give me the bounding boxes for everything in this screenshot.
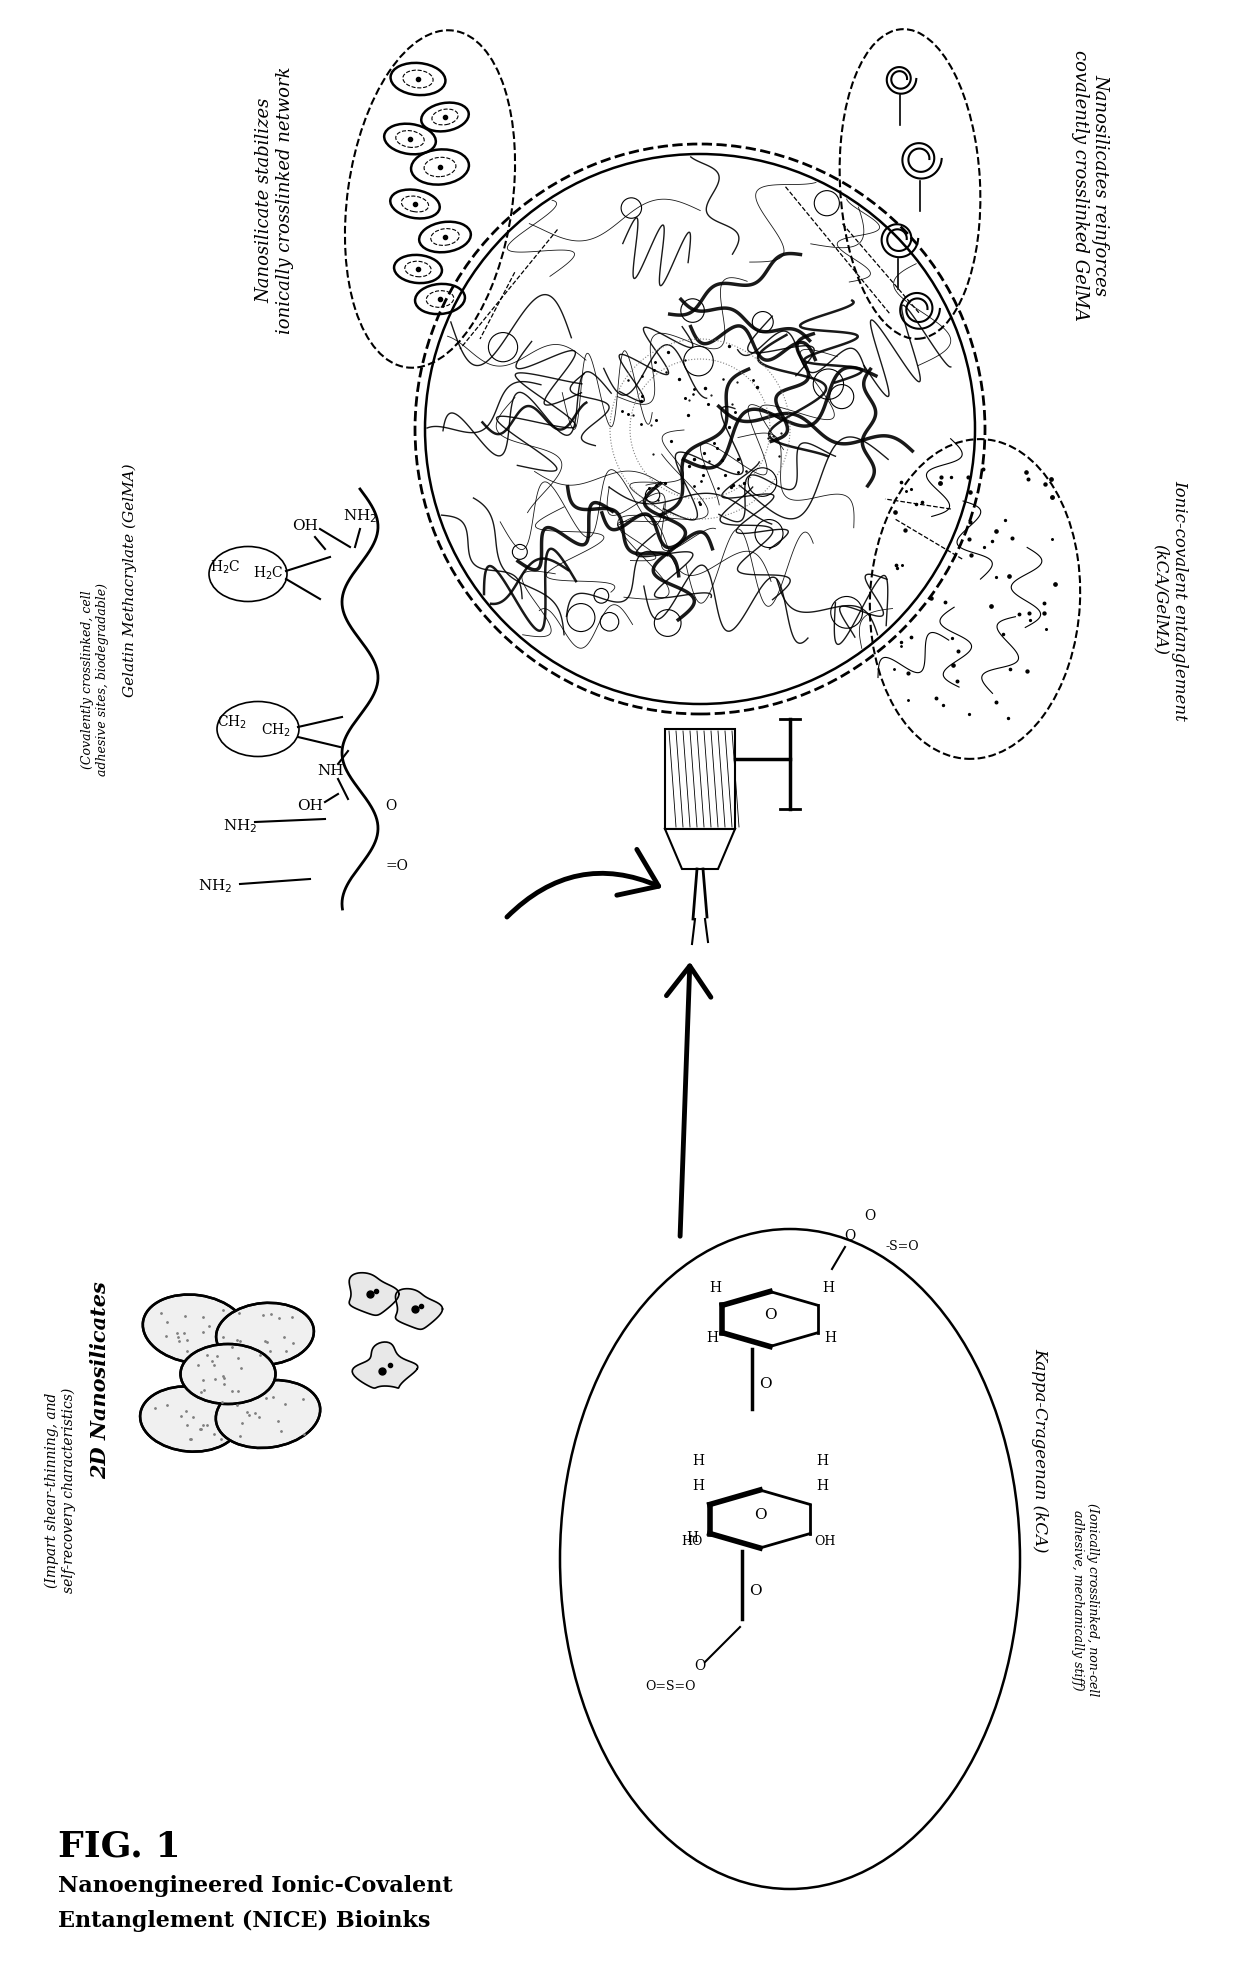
Text: H: H xyxy=(816,1454,828,1468)
Text: HO: HO xyxy=(681,1535,703,1547)
Text: O: O xyxy=(844,1229,856,1243)
Text: NH$_2$: NH$_2$ xyxy=(223,817,257,835)
Ellipse shape xyxy=(217,702,299,758)
Text: O: O xyxy=(764,1308,776,1322)
Text: O: O xyxy=(754,1507,766,1521)
Text: Ionic-covalent entanglement
(kCA/GelMA): Ionic-covalent entanglement (kCA/GelMA) xyxy=(1152,479,1188,720)
Ellipse shape xyxy=(140,1387,239,1452)
Polygon shape xyxy=(665,730,735,829)
Text: (Covalently crosslinked, cell
adhesive sites, biodegradable): (Covalently crosslinked, cell adhesive s… xyxy=(81,584,109,775)
Text: O: O xyxy=(864,1207,875,1223)
Polygon shape xyxy=(665,829,735,870)
Text: O: O xyxy=(694,1657,706,1673)
Polygon shape xyxy=(350,1273,399,1316)
Text: OH: OH xyxy=(298,799,322,813)
Text: H$_2$C: H$_2$C xyxy=(253,564,283,582)
Text: Nanosilicate stabilizes
ionically crosslinked network: Nanosilicate stabilizes ionically crossl… xyxy=(255,67,294,333)
Text: (Ionically crosslinked, non-cell
adhesive, mechanically stiff): (Ionically crosslinked, non-cell adhesiv… xyxy=(1071,1503,1099,1697)
Text: H: H xyxy=(686,1531,698,1545)
FancyArrowPatch shape xyxy=(507,850,658,917)
Text: =O: =O xyxy=(384,858,408,872)
FancyArrowPatch shape xyxy=(666,967,711,1237)
Text: CH$_2$: CH$_2$ xyxy=(260,722,291,740)
Text: O: O xyxy=(749,1582,761,1598)
Ellipse shape xyxy=(216,1302,314,1365)
Text: Gelatin Methacrylate (GelMA): Gelatin Methacrylate (GelMA) xyxy=(123,464,138,696)
Text: 2D Nanosilicates: 2D Nanosilicates xyxy=(91,1280,110,1478)
Polygon shape xyxy=(352,1342,418,1389)
Text: H: H xyxy=(709,1280,720,1294)
Text: Entanglement (NICE) Bioinks: Entanglement (NICE) Bioinks xyxy=(58,1910,430,1932)
Text: (Impart shear-thinning, and
self-recovery characteristics): (Impart shear-thinning, and self-recover… xyxy=(45,1387,76,1592)
Text: H: H xyxy=(816,1478,828,1492)
Ellipse shape xyxy=(181,1344,275,1405)
Text: CH$_2$: CH$_2$ xyxy=(217,714,247,732)
Text: H: H xyxy=(706,1330,718,1344)
Text: FIG. 1: FIG. 1 xyxy=(58,1829,181,1863)
Text: O: O xyxy=(759,1377,771,1391)
Ellipse shape xyxy=(216,1381,320,1448)
Text: -S=O: -S=O xyxy=(885,1239,919,1253)
Ellipse shape xyxy=(560,1229,1021,1888)
Text: H: H xyxy=(825,1330,836,1344)
Text: O: O xyxy=(384,799,397,813)
Text: NH$_2$: NH$_2$ xyxy=(197,876,232,894)
Text: Kappa-Crageenan (kCA): Kappa-Crageenan (kCA) xyxy=(1032,1348,1049,1551)
Text: O=S=O: O=S=O xyxy=(645,1679,696,1693)
Ellipse shape xyxy=(143,1294,247,1363)
Text: NH$_2$: NH$_2$ xyxy=(342,507,377,525)
Text: H: H xyxy=(822,1280,835,1294)
Text: NH: NH xyxy=(316,764,343,777)
Polygon shape xyxy=(396,1288,443,1330)
Text: OH: OH xyxy=(815,1535,836,1547)
Text: Nanosilicates reinforces
covalently crosslinked GelMA: Nanosilicates reinforces covalently cros… xyxy=(1070,49,1110,320)
Text: OH: OH xyxy=(293,519,317,533)
Text: H$_2$C: H$_2$C xyxy=(210,558,241,576)
Ellipse shape xyxy=(210,547,286,602)
Text: H: H xyxy=(692,1454,704,1468)
Text: H: H xyxy=(692,1478,704,1492)
Text: Nanoengineered Ionic-Covalent: Nanoengineered Ionic-Covalent xyxy=(58,1874,453,1896)
